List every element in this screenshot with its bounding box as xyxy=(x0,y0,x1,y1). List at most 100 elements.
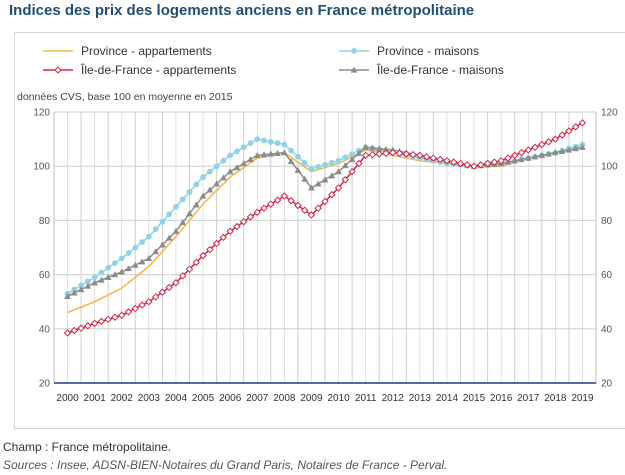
data-point-idf_maisons xyxy=(572,145,580,152)
data-point-idf_appartements xyxy=(185,265,194,273)
data-point-idf_appartements xyxy=(280,192,289,200)
data-point-province_maisons xyxy=(281,141,288,148)
data-point-idf_appartements xyxy=(551,135,560,143)
data-point-idf_appartements xyxy=(63,329,72,337)
data-point-idf_appartements xyxy=(219,233,228,242)
data-point-idf_maisons xyxy=(253,151,261,159)
data-point-province_maisons xyxy=(295,153,301,160)
data-point-idf_maisons xyxy=(64,292,71,299)
data-point-idf_maisons xyxy=(362,143,370,150)
data-point-idf_maisons xyxy=(206,186,214,193)
line-chart: 20 20 40 40 60 60 80 80 100 100 120 120 données CVS,… xyxy=(17,44,618,404)
x-tick-label: 2002 xyxy=(111,393,134,404)
x-tick-label: 2013 xyxy=(409,393,432,404)
data-point-idf_maisons xyxy=(518,155,525,163)
data-point-province_maisons xyxy=(139,239,145,245)
data-point-province_maisons xyxy=(301,159,308,166)
legend-marker-province_maisons xyxy=(351,48,357,54)
data-point-idf_maisons xyxy=(213,180,221,187)
data-point-province_maisons xyxy=(193,181,200,188)
data-point-province_maisons xyxy=(315,163,322,170)
data-point-idf_appartements xyxy=(131,304,140,313)
data-point-idf_maisons xyxy=(91,279,99,286)
data-point-idf_appartements xyxy=(70,326,79,335)
data-point-idf_appartements xyxy=(436,155,444,164)
data-point-province_maisons xyxy=(159,218,166,225)
data-point-idf_maisons xyxy=(328,172,336,179)
footer-champ: Champ : France métropolitaine. xyxy=(3,440,172,454)
data-point-idf_maisons xyxy=(111,271,119,278)
legend-label-province_appartements: Province - appartements xyxy=(81,44,212,58)
data-point-idf_appartements xyxy=(328,190,336,199)
data-point-idf_maisons xyxy=(125,264,132,272)
legend-label-idf_appartements: Île-de-France - appartements xyxy=(80,62,236,77)
data-point-province_maisons xyxy=(152,226,159,233)
x-tick-label: 2000 xyxy=(56,393,79,404)
data-point-idf_appartements xyxy=(524,146,532,154)
data-point-idf_maisons xyxy=(179,218,187,226)
data-point-idf_appartements xyxy=(294,201,302,210)
data-point-idf_maisons xyxy=(504,158,512,165)
x-tick-label: 2019 xyxy=(571,393,594,404)
data-point-idf_appartements xyxy=(111,313,119,321)
data-point-idf_appartements xyxy=(138,301,146,309)
y-axis-label: données CVS, base 100 en moyenne en 2015 xyxy=(17,91,233,103)
data-point-province_maisons xyxy=(342,154,349,161)
data-point-idf_appartements xyxy=(260,204,268,212)
data-point-province_maisons xyxy=(91,274,98,281)
data-point-province_maisons xyxy=(308,166,315,172)
data-point-province_maisons xyxy=(125,250,132,256)
data-point-idf_maisons xyxy=(84,282,92,289)
data-point-idf_appartements xyxy=(287,197,295,205)
data-point-idf_appartements xyxy=(273,196,282,204)
data-point-idf_appartements xyxy=(463,161,471,169)
x-tick-label: 2004 xyxy=(165,393,188,404)
data-point-idf_appartements xyxy=(483,159,492,168)
data-point-idf_appartements xyxy=(233,222,241,231)
data-point-idf_appartements xyxy=(470,162,478,170)
y-tick-label-right: 100 xyxy=(601,162,618,173)
data-point-idf_maisons xyxy=(524,154,532,161)
x-tick-label: 2014 xyxy=(436,393,459,404)
data-point-idf_appartements xyxy=(409,150,417,159)
data-point-province_maisons xyxy=(322,161,328,168)
data-point-idf_maisons xyxy=(158,241,166,248)
data-point-province_maisons xyxy=(240,144,247,151)
y-tick-label-left: 60 xyxy=(39,270,51,281)
data-point-idf_maisons xyxy=(186,210,193,217)
data-point-idf_appartements xyxy=(416,151,424,160)
data-point-idf_maisons xyxy=(219,174,227,181)
data-point-province_maisons xyxy=(132,244,139,251)
data-point-idf_maisons xyxy=(287,157,295,165)
data-point-idf_maisons xyxy=(247,155,254,163)
y-tick-label-right: 120 xyxy=(601,108,618,119)
data-point-province_maisons xyxy=(261,137,267,144)
data-point-idf_maisons xyxy=(301,175,309,182)
data-point-idf_appartements xyxy=(84,322,92,330)
data-point-idf_appartements xyxy=(124,308,133,316)
data-point-idf_maisons xyxy=(551,149,559,156)
data-point-idf_appartements xyxy=(321,197,329,206)
data-point-idf_maisons xyxy=(233,164,241,171)
data-point-idf_maisons xyxy=(131,261,139,268)
x-tick-label: 2009 xyxy=(300,393,323,404)
legend-marker-idf_maisons xyxy=(350,66,358,73)
data-point-idf_appartements xyxy=(334,184,343,192)
data-point-idf_appartements xyxy=(368,150,377,159)
data-point-idf_maisons xyxy=(308,184,315,191)
data-point-idf_appartements xyxy=(104,315,112,324)
data-point-idf_appartements xyxy=(382,149,390,158)
data-point-idf_maisons xyxy=(172,227,180,234)
x-tick-label: 2005 xyxy=(192,393,215,404)
data-point-idf_appartements xyxy=(165,283,173,292)
data-point-idf_appartements xyxy=(497,157,505,165)
data-point-province_maisons xyxy=(254,136,261,142)
data-point-idf_maisons xyxy=(511,157,519,164)
data-point-idf_maisons xyxy=(152,248,160,255)
data-point-province_maisons xyxy=(118,255,125,262)
data-point-idf_appartements xyxy=(477,161,485,169)
data-point-idf_appartements xyxy=(395,149,404,158)
data-point-idf_appartements xyxy=(179,272,187,280)
data-point-province_maisons xyxy=(186,189,193,195)
data-point-idf_appartements xyxy=(118,311,126,319)
